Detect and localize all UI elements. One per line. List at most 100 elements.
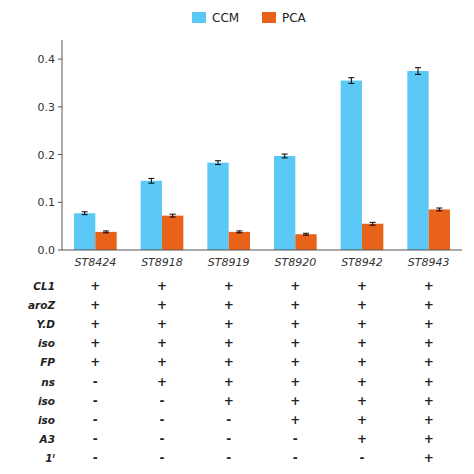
table-cell: + — [424, 298, 434, 312]
table-cell: - — [360, 451, 365, 465]
x-tick-label: ST8942 — [341, 256, 383, 269]
table-cell: - — [293, 451, 298, 465]
chart: 0.00.10.20.30.4ST8424ST8918ST8919ST8920S… — [0, 0, 474, 474]
y-tick — [58, 106, 62, 107]
table-cell: + — [290, 336, 300, 350]
table-cell: + — [224, 336, 234, 350]
table-cell: + — [157, 355, 167, 369]
error-bar — [370, 222, 376, 225]
table-cell: + — [290, 317, 300, 331]
bar — [162, 216, 183, 250]
x-axis — [62, 250, 462, 251]
error-bar — [303, 233, 309, 235]
table-cell: + — [157, 279, 167, 293]
legend-label: PCA — [282, 11, 307, 25]
table-cell: + — [224, 375, 234, 389]
error-bar — [148, 178, 154, 183]
x-tick-label: ST8918 — [141, 256, 183, 269]
table-cell: + — [424, 355, 434, 369]
table-cell: + — [357, 279, 367, 293]
y-tick — [58, 202, 62, 203]
table-cell: + — [424, 432, 434, 446]
table-cell: + — [224, 317, 234, 331]
table-cell: + — [424, 279, 434, 293]
table-row-label: ns — [41, 376, 55, 388]
error-bar — [436, 208, 442, 211]
table-cell: - — [160, 451, 165, 465]
table-cell: - — [93, 394, 98, 408]
y-tick-label: 0.2 — [38, 149, 56, 162]
table-cell: - — [293, 432, 298, 446]
table-cell: + — [424, 451, 434, 465]
table-cell: + — [357, 336, 367, 350]
table-cell: + — [357, 317, 367, 331]
bar — [362, 224, 383, 250]
bar — [141, 181, 162, 250]
table-cell: - — [226, 413, 231, 427]
bar — [429, 209, 450, 250]
table-row-label: iso — [38, 414, 55, 426]
legend-label: CCM — [212, 11, 239, 25]
table-cell: + — [357, 394, 367, 408]
table-row-label: FP — [40, 356, 55, 368]
table-cell: + — [90, 317, 100, 331]
table-cell: + — [224, 298, 234, 312]
y-tick — [58, 250, 62, 251]
table-cell: + — [90, 279, 100, 293]
y-tick-label: 0.0 — [38, 244, 56, 257]
error-bar — [215, 161, 221, 165]
x-tick-label: ST8943 — [408, 256, 450, 269]
bar — [295, 234, 316, 250]
y-axis — [62, 40, 63, 250]
table-cell: + — [90, 298, 100, 312]
table-row-label: aroZ — [28, 299, 55, 311]
table-cell: + — [157, 298, 167, 312]
x-tick-label: ST8920 — [274, 256, 316, 269]
table-cell: + — [157, 375, 167, 389]
table-cell: + — [90, 336, 100, 350]
table-cell: + — [424, 317, 434, 331]
table-cell: + — [424, 375, 434, 389]
bar — [207, 163, 228, 250]
y-tick — [58, 59, 62, 60]
table-cell: + — [357, 298, 367, 312]
table-cell: + — [290, 413, 300, 427]
table-cell: + — [290, 375, 300, 389]
table-cell: + — [224, 394, 234, 408]
table-cell: + — [357, 375, 367, 389]
table-cell: + — [224, 355, 234, 369]
bar — [274, 156, 295, 250]
table-cell: + — [357, 413, 367, 427]
bar — [95, 232, 116, 250]
table-row-label: iso — [38, 337, 55, 349]
x-tick-label: ST8919 — [208, 256, 250, 269]
bar — [229, 232, 250, 250]
table-cell: + — [290, 394, 300, 408]
error-bar — [282, 154, 288, 158]
bar — [407, 71, 428, 250]
y-tick-label: 0.3 — [38, 101, 56, 114]
table-cell: - — [93, 451, 98, 465]
legend: CCM PCA — [192, 11, 307, 25]
error-bar — [170, 214, 176, 217]
table-cell: - — [93, 413, 98, 427]
table-cell: - — [160, 432, 165, 446]
table-cell: + — [424, 394, 434, 408]
table-cell: + — [357, 432, 367, 446]
bars — [74, 68, 450, 250]
y-tick-label: 0.1 — [38, 196, 56, 209]
legend-swatch — [262, 12, 276, 23]
error-bar — [82, 212, 88, 215]
table-cell: - — [93, 375, 98, 389]
table-cell: + — [224, 279, 234, 293]
y-tick — [58, 154, 62, 155]
error-bar — [415, 68, 421, 75]
table-cell: - — [93, 432, 98, 446]
table-cell: - — [160, 413, 165, 427]
bar — [341, 81, 362, 250]
error-bar — [103, 231, 109, 233]
x-tick-label: ST8424 — [74, 256, 116, 269]
table-row-label: A3 — [39, 433, 55, 445]
table-row-label: 1ᴵ — [45, 452, 55, 464]
table-cell: - — [226, 432, 231, 446]
